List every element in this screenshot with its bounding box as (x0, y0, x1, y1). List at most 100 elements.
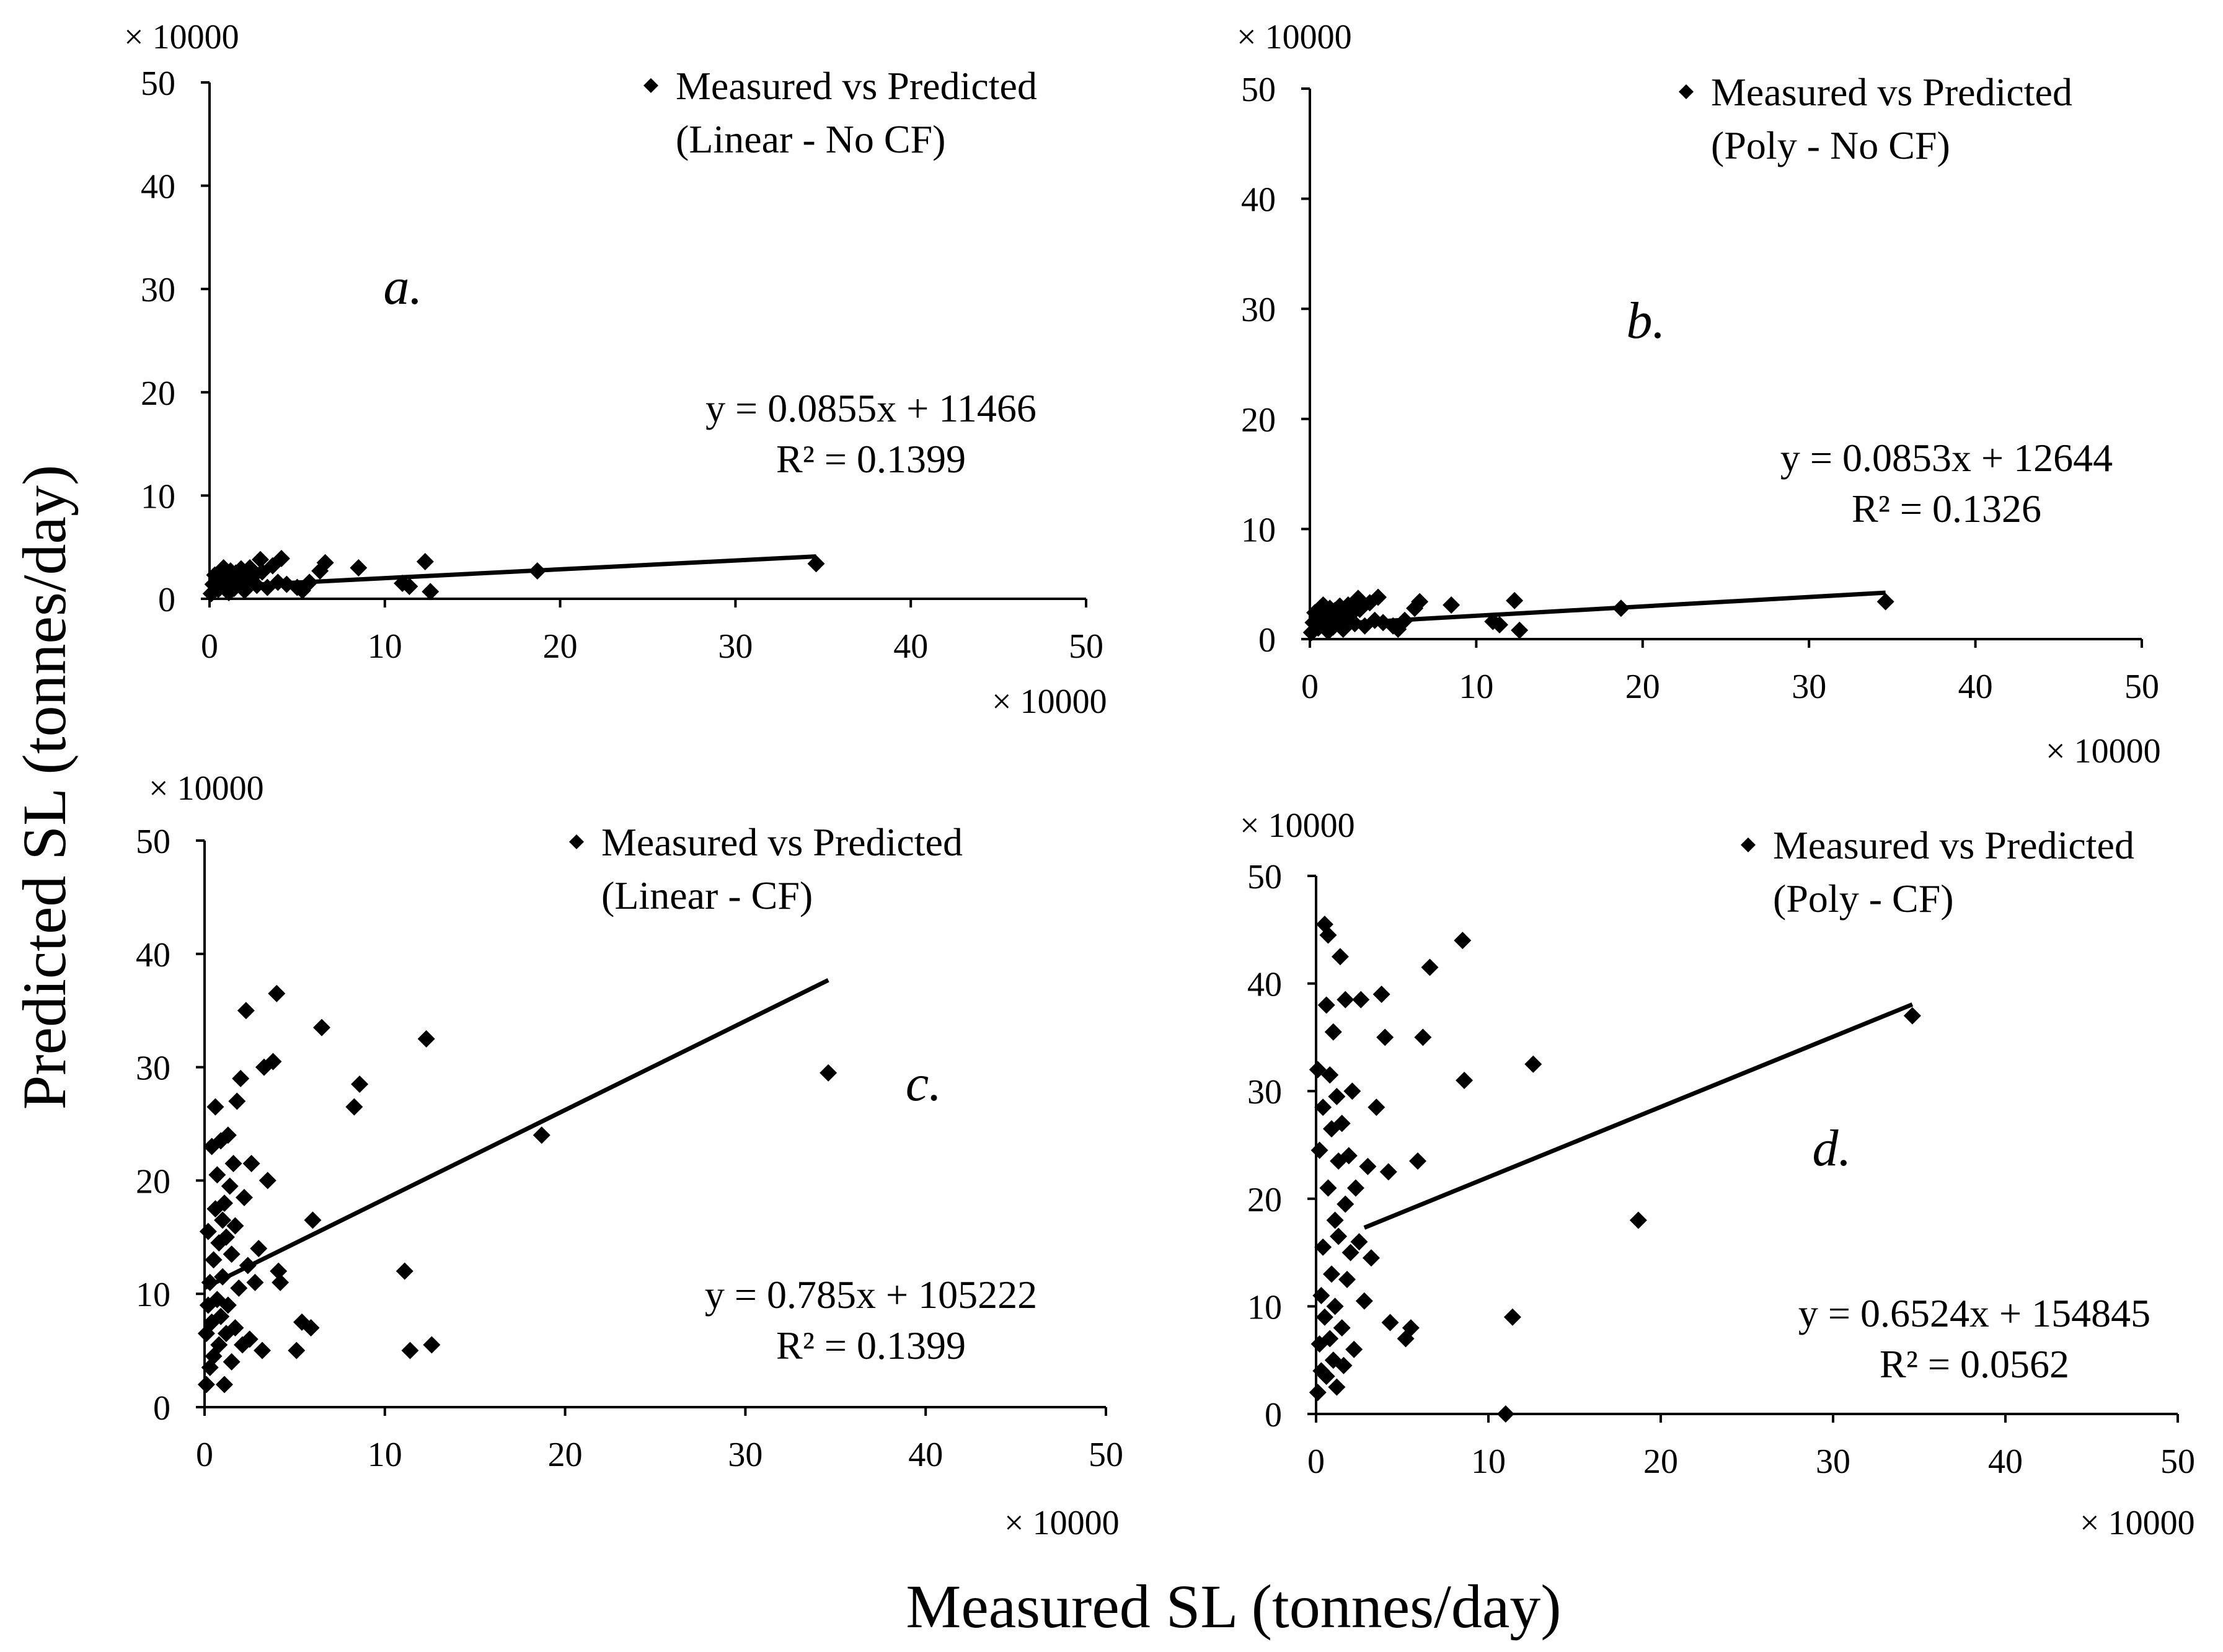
data-point (214, 1268, 232, 1286)
data-point (1317, 996, 1335, 1014)
x-tick-label: 10 (368, 1436, 402, 1474)
y-tick-label: 30 (1241, 291, 1276, 329)
data-point (351, 1076, 369, 1093)
r-squared-label: R² = 0.1326 (1852, 487, 2041, 531)
data-point (1333, 1115, 1351, 1133)
data-point (1503, 1308, 1521, 1326)
legend-sublabel: (Linear - CF) (601, 873, 813, 917)
data-point (250, 1240, 268, 1258)
y-multiplier-label: × 10000 (149, 769, 264, 808)
data-point (533, 1126, 550, 1144)
data-point (246, 1273, 264, 1291)
data-point (272, 550, 290, 568)
y-tick-label: 10 (136, 1276, 170, 1314)
data-point (401, 1341, 419, 1359)
r-squared-label: R² = 0.0562 (1880, 1342, 2069, 1386)
legend-sublabel: (Linear - No CF) (676, 117, 945, 161)
data-point (1376, 1028, 1394, 1046)
x-tick-label: 20 (1625, 668, 1660, 706)
legend-marker (1741, 837, 1756, 852)
data-point (215, 1376, 233, 1394)
data-point (214, 1211, 232, 1229)
data-point (1362, 1249, 1380, 1267)
data-point (422, 583, 440, 601)
data-point (199, 1222, 217, 1240)
panel-label: d. (1813, 1120, 1852, 1177)
y-tick-label: 0 (1258, 621, 1276, 660)
data-point (316, 554, 334, 572)
legend-label: Measured vs Predicted (601, 820, 963, 864)
data-point (212, 1307, 230, 1325)
data-point (400, 578, 418, 596)
y-tick-label: 40 (141, 168, 175, 206)
y-tick-label: 40 (1241, 181, 1276, 219)
legend-label: Measured vs Predicted (1711, 70, 2072, 114)
data-point (226, 1319, 244, 1337)
data-point (1490, 616, 1508, 634)
data-point (350, 559, 368, 577)
legend-label: Measured vs Predicted (1773, 823, 2134, 867)
data-point (417, 1030, 435, 1048)
x-tick-label: 30 (728, 1436, 762, 1474)
data-point (1456, 1071, 1474, 1089)
data-point (1496, 1405, 1514, 1423)
data-point (210, 1336, 228, 1354)
data-point (252, 550, 270, 568)
data-point (224, 1154, 242, 1172)
y-tick-label: 50 (1241, 71, 1276, 109)
x-tick-label: 0 (196, 1436, 213, 1474)
regression-equation: y = 0.0855x + 11466 (705, 386, 1036, 430)
x-tick-label: 0 (1301, 668, 1319, 706)
data-point (205, 1251, 223, 1269)
y-multiplier-label: × 10000 (1237, 18, 1352, 56)
data-point (288, 1341, 306, 1359)
data-point (807, 555, 825, 573)
data-point (201, 1273, 219, 1291)
data-point (1443, 596, 1461, 614)
r-squared-label: R² = 0.1399 (776, 1323, 966, 1367)
data-point (1310, 1141, 1328, 1159)
data-point (223, 1245, 241, 1263)
legend-sublabel: (Poly - No CF) (1711, 123, 1950, 167)
data-point (1315, 1308, 1333, 1326)
data-point (272, 1273, 289, 1291)
y-tick-label: 40 (1247, 966, 1282, 1004)
legend-sublabel: (Poly - CF) (1773, 877, 1954, 921)
x-tick-label: 10 (368, 627, 402, 666)
x-tick-label: 10 (1459, 668, 1493, 706)
data-point (268, 984, 286, 1002)
data-point (223, 1353, 241, 1371)
data-point (217, 1228, 235, 1246)
data-point (1421, 958, 1439, 976)
data-point (1876, 593, 1894, 611)
y-tick-label: 20 (141, 374, 175, 413)
data-point (1368, 1098, 1386, 1116)
x-tick-label: 10 (1471, 1442, 1506, 1481)
data-point (1326, 1297, 1344, 1315)
data-point (1319, 926, 1337, 944)
data-point (1338, 1271, 1356, 1288)
panel-label: a. (384, 258, 423, 316)
x-tick-label: 50 (1069, 627, 1103, 666)
y-tick-label: 10 (1241, 511, 1276, 549)
data-point (1409, 1152, 1427, 1170)
y-tick-label: 30 (1247, 1073, 1282, 1111)
x-multiplier-label: × 10000 (2046, 732, 2161, 771)
data-point (1402, 1319, 1420, 1337)
data-point (215, 1194, 233, 1212)
y-tick-label: 20 (1247, 1181, 1282, 1219)
data-point (820, 1064, 837, 1082)
data-point (1454, 932, 1472, 950)
data-point (219, 1296, 237, 1314)
data-point (416, 553, 434, 571)
data-point (235, 1188, 253, 1206)
y-tick-label: 30 (141, 271, 175, 309)
data-point (1369, 588, 1387, 606)
y-tick-label: 20 (136, 1162, 170, 1201)
r-squared-label: R² = 0.1399 (776, 437, 966, 481)
x-multiplier-label: × 10000 (2080, 1504, 2195, 1542)
regression-equation: y = 0.0853x + 12644 (1780, 436, 2113, 480)
y-tick-label: 20 (1241, 401, 1276, 440)
data-point (1337, 991, 1355, 1009)
data-point (302, 1319, 320, 1337)
